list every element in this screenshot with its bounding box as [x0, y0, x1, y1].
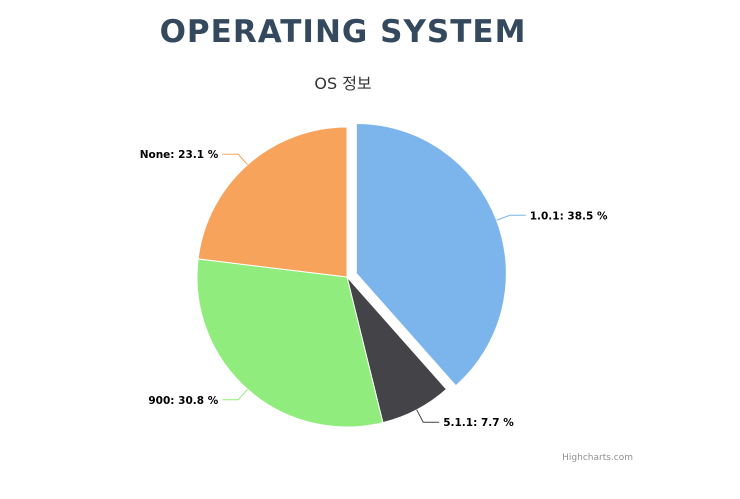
- chart-title: OS 정보: [314, 74, 371, 93]
- connector-900: [222, 388, 248, 401]
- credits-link[interactable]: Highcharts.com: [562, 453, 633, 463]
- connector-none: [222, 153, 248, 166]
- pie-slice-none[interactable]: [197, 126, 348, 278]
- label-connectors: [222, 153, 526, 423]
- data-labels: 1.0.1: 38.5 % 5.1.1: 7.7 % 900: 30.8 % None…: [140, 149, 608, 429]
- data-label-900: 900: 30.8 %: [148, 395, 218, 407]
- data-label-1-0-1: 1.0.1: 38.5 %: [530, 210, 608, 222]
- pie-slices: [196, 122, 507, 428]
- page-heading: OPERATING SYSTEM: [159, 14, 527, 50]
- connector-1-0-1: [496, 214, 526, 221]
- pie-slice-900[interactable]: [196, 258, 384, 428]
- connector-5-1-1: [416, 409, 440, 423]
- data-label-none: None: 23.1 %: [140, 149, 219, 161]
- data-label-5-1-1: 5.1.1: 7.7 %: [443, 417, 514, 429]
